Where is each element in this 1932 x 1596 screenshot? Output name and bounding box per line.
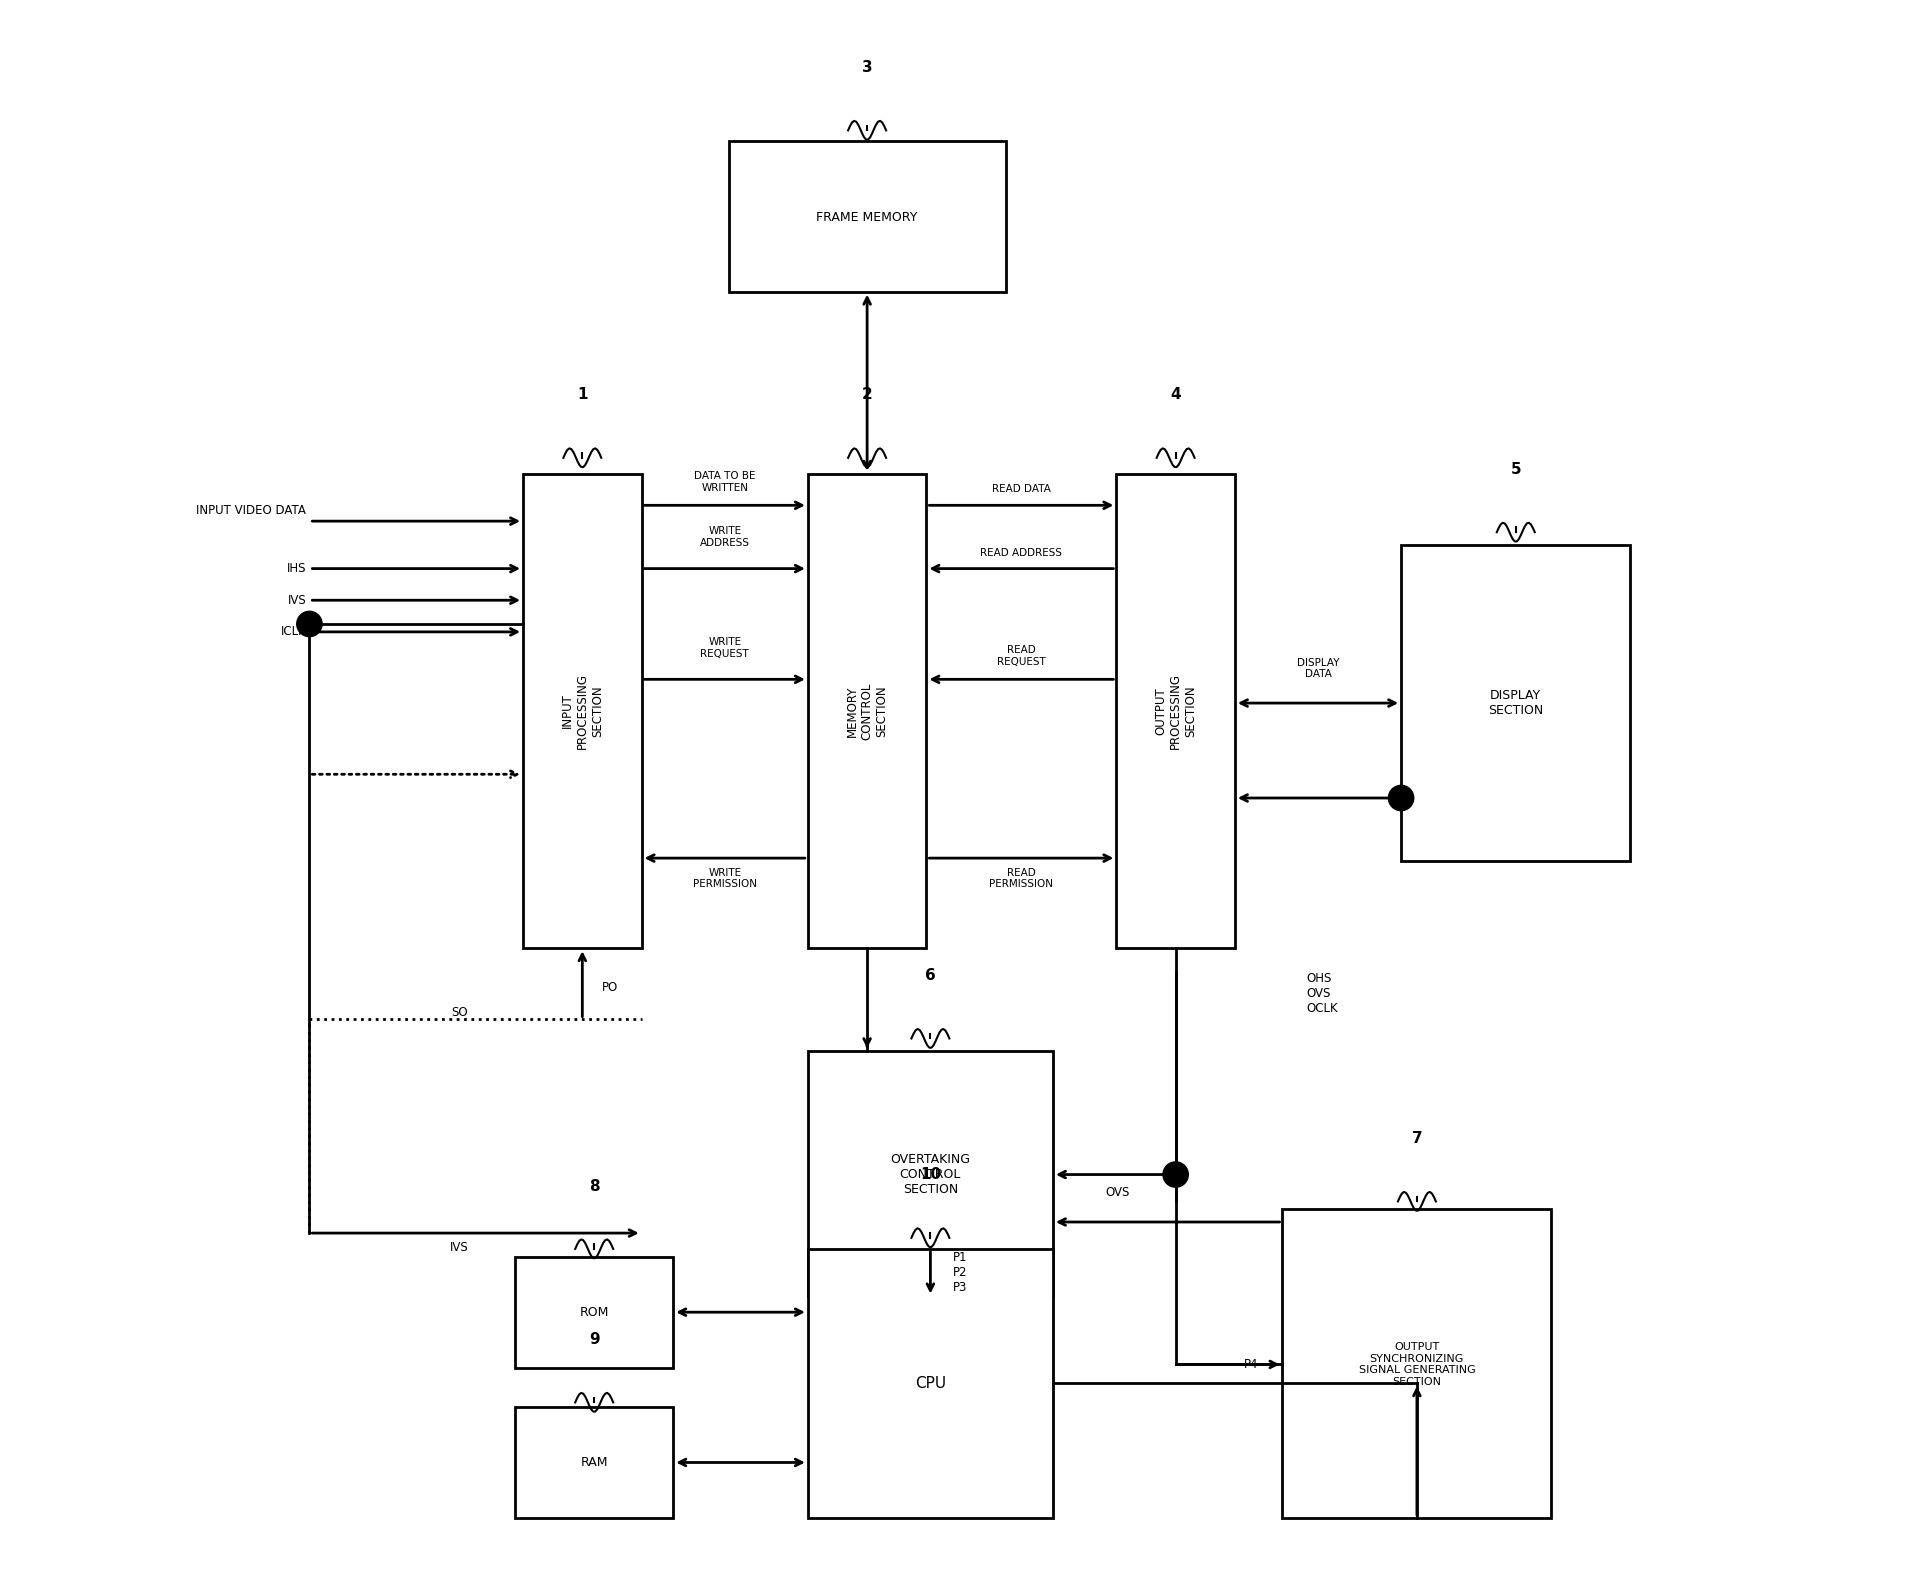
Text: RAM: RAM [580, 1456, 609, 1468]
Text: 6: 6 [925, 969, 935, 983]
Text: 10: 10 [920, 1167, 941, 1183]
FancyBboxPatch shape [1401, 544, 1631, 862]
FancyBboxPatch shape [808, 1052, 1053, 1296]
Circle shape [1389, 785, 1414, 811]
Text: 1: 1 [578, 388, 587, 402]
Text: DATA TO BE
WRITTEN: DATA TO BE WRITTEN [694, 471, 755, 493]
Text: 3: 3 [862, 61, 873, 75]
Text: IVS: IVS [450, 1242, 469, 1254]
Text: ICLK: ICLK [280, 626, 307, 638]
Text: OUTPUT
SYNCHRONIZING
SIGNAL GENERATING
SECTION: OUTPUT SYNCHRONIZING SIGNAL GENERATING S… [1358, 1342, 1476, 1387]
Text: IVS: IVS [288, 594, 307, 606]
Text: READ
REQUEST: READ REQUEST [997, 645, 1045, 667]
Text: OHS
OVS
OCLK: OHS OVS OCLK [1306, 972, 1337, 1015]
FancyBboxPatch shape [808, 1250, 1053, 1518]
Text: OUTPUT
PROCESSING
SECTION: OUTPUT PROCESSING SECTION [1153, 674, 1198, 749]
Text: PO: PO [603, 982, 618, 994]
Text: 5: 5 [1511, 461, 1520, 477]
Text: WRITE
PERMISSION: WRITE PERMISSION [694, 868, 757, 889]
Text: 2: 2 [862, 388, 873, 402]
Text: READ
PERMISSION: READ PERMISSION [989, 868, 1053, 889]
Text: P4: P4 [1244, 1358, 1258, 1371]
Text: WRITE
REQUEST: WRITE REQUEST [701, 637, 750, 659]
Text: INPUT
PROCESSING
SECTION: INPUT PROCESSING SECTION [560, 674, 605, 749]
Text: DISPLAY
DATA: DISPLAY DATA [1296, 658, 1339, 680]
Text: 7: 7 [1412, 1132, 1422, 1146]
Text: SO: SO [452, 1007, 468, 1020]
Text: 8: 8 [589, 1178, 599, 1194]
Text: WRITE
ADDRESS: WRITE ADDRESS [699, 527, 750, 547]
Circle shape [1163, 1162, 1188, 1187]
Text: READ DATA: READ DATA [991, 484, 1051, 495]
FancyBboxPatch shape [1283, 1210, 1551, 1518]
Text: OVERTAKING
CONTROL
SECTION: OVERTAKING CONTROL SECTION [891, 1152, 970, 1195]
FancyBboxPatch shape [516, 1408, 674, 1518]
Text: CPU: CPU [916, 1376, 947, 1390]
FancyBboxPatch shape [524, 474, 641, 948]
Text: DISPLAY
SECTION: DISPLAY SECTION [1488, 689, 1544, 717]
FancyBboxPatch shape [1117, 474, 1235, 948]
FancyBboxPatch shape [808, 474, 927, 948]
Text: INPUT VIDEO DATA: INPUT VIDEO DATA [197, 504, 307, 517]
Text: 4: 4 [1171, 388, 1180, 402]
Text: READ ADDRESS: READ ADDRESS [980, 547, 1063, 557]
FancyBboxPatch shape [728, 142, 1005, 292]
Text: P1
P2
P3: P1 P2 P3 [952, 1251, 968, 1294]
Circle shape [298, 611, 323, 637]
Text: FRAME MEMORY: FRAME MEMORY [817, 211, 918, 223]
Text: 9: 9 [589, 1333, 599, 1347]
Text: MEMORY
CONTROL
SECTION: MEMORY CONTROL SECTION [846, 683, 889, 739]
FancyBboxPatch shape [516, 1256, 674, 1368]
Text: OVS: OVS [1105, 1186, 1130, 1199]
Text: ROM: ROM [580, 1306, 609, 1318]
Text: IHS: IHS [286, 562, 307, 575]
